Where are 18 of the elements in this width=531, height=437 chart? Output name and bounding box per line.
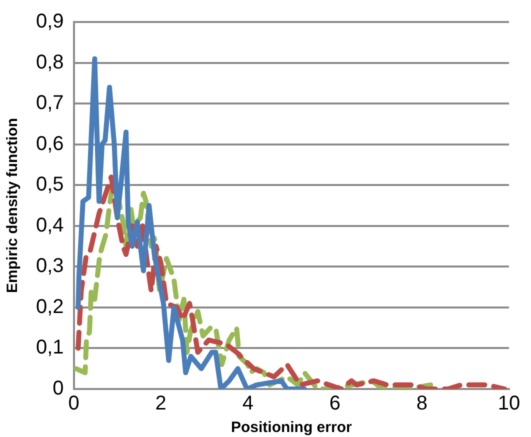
y-tick-label: 0,5: [36, 174, 64, 196]
y-tick-label: 0,4: [36, 214, 64, 236]
y-tick-label: 0,3: [36, 255, 64, 278]
x-tick-label: 4: [242, 392, 254, 415]
x-axis-title: Positioning error: [230, 419, 352, 436]
y-axis-title: Empiric density function: [4, 118, 22, 294]
x-tick-label: 6: [329, 392, 340, 415]
y-tick-label: 0,7: [36, 92, 64, 114]
y-tick-label: 0,8: [36, 51, 64, 74]
x-tick-label: 2: [155, 392, 166, 415]
y-tick-label: 0,6: [36, 132, 64, 155]
x-tick-label: 8: [416, 392, 428, 415]
y-tick-label: 0,1: [36, 336, 64, 359]
x-tick-label: 10: [498, 392, 520, 415]
y-tick-label: 0,2: [36, 296, 64, 318]
y-tick-label: 0,9: [36, 10, 64, 33]
y-tick-label: 0: [52, 378, 64, 400]
x-tick-label: 0: [68, 392, 80, 415]
